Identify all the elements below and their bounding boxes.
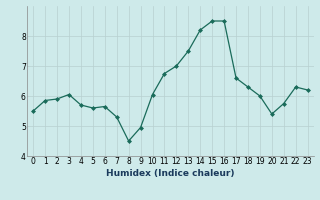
X-axis label: Humidex (Indice chaleur): Humidex (Indice chaleur) [106, 169, 235, 178]
